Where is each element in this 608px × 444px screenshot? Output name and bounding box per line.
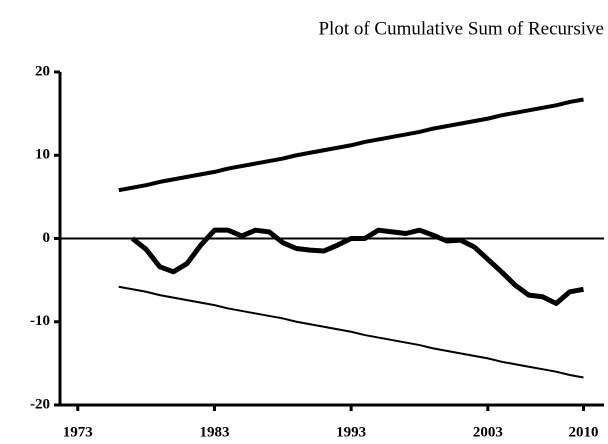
x-tick-label: 1983	[199, 424, 229, 440]
y-tick-label: 20	[35, 63, 50, 79]
chart-title: Plot of Cumulative Sum of Recursive	[318, 18, 604, 39]
series-line	[118, 285, 584, 379]
x-tick-label: 2003	[473, 424, 503, 440]
series-line	[118, 97, 584, 193]
x-tick-label: 2010	[568, 424, 598, 440]
y-tick-label: -20	[30, 396, 50, 412]
x-tick-label: 1973	[63, 424, 93, 440]
y-tick-label: 10	[35, 147, 50, 163]
y-tick-label: 0	[43, 230, 51, 246]
x-tick-label: 1993	[336, 424, 366, 440]
y-tick-label: -10	[30, 313, 50, 329]
series-line	[130, 227, 584, 306]
